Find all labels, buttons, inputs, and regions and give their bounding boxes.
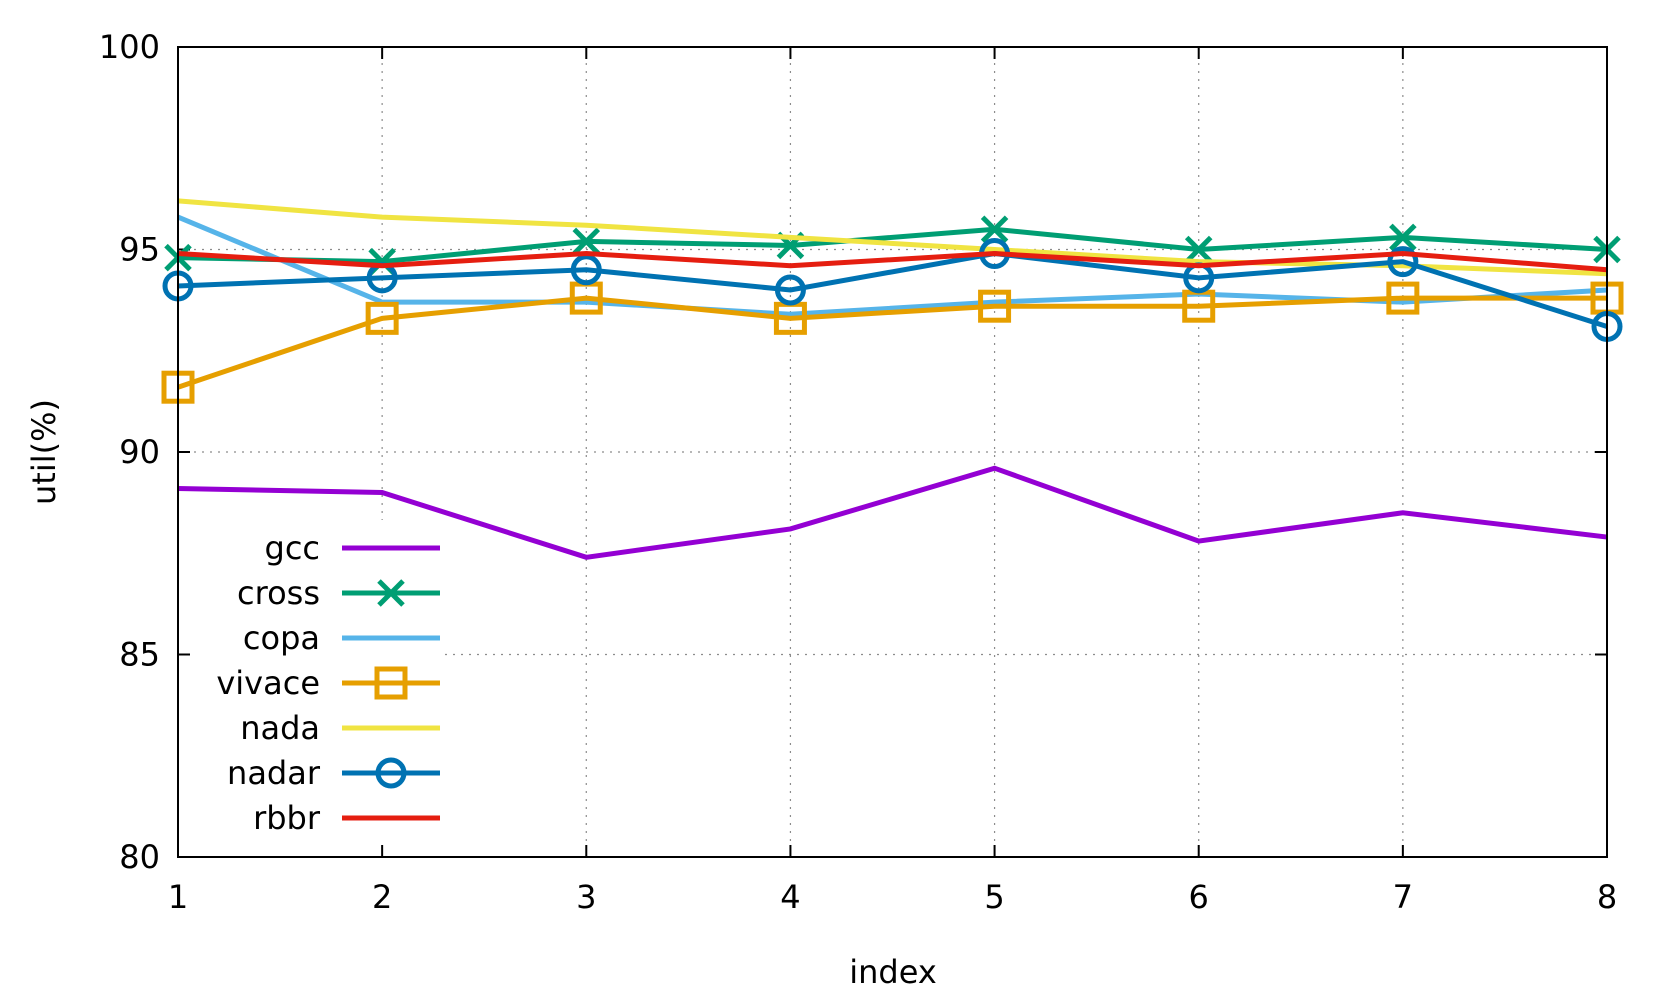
data-point-nadar bbox=[1387, 246, 1419, 278]
legend: gcc cross copa vivace nada nadar rbbr bbox=[216, 529, 440, 837]
y-axis-label: util(%) bbox=[25, 399, 63, 505]
legend-label: rbbr bbox=[253, 799, 321, 837]
x-tick-labels: 1 2 3 4 5 6 7 8 bbox=[168, 878, 1617, 916]
x-tick-label: 5 bbox=[984, 878, 1004, 916]
legend-item-nada: nada bbox=[240, 709, 440, 747]
legend-item-vivace: vivace bbox=[216, 664, 440, 702]
data-point-vivace bbox=[365, 301, 399, 335]
legend-marker bbox=[374, 666, 408, 700]
series-rbbr bbox=[177, 251, 1608, 273]
y-tick-label: 100 bbox=[99, 28, 160, 66]
data-point-vivace bbox=[978, 289, 1012, 323]
x-tick-label: 7 bbox=[1393, 878, 1413, 916]
legend-label: gcc bbox=[265, 529, 321, 567]
plot-frame bbox=[177, 46, 1608, 858]
y-tick-label: 85 bbox=[119, 636, 160, 674]
series-line-vivace bbox=[177, 295, 1607, 390]
legend-marker bbox=[375, 757, 407, 789]
y-tick-labels: 80 85 90 95 100 bbox=[99, 28, 160, 876]
legend-label: copa bbox=[243, 619, 320, 657]
series-line-nadar bbox=[177, 251, 1608, 329]
series-line-cross bbox=[177, 226, 1608, 265]
x-tick-label: 1 bbox=[168, 878, 188, 916]
x-tick-label: 8 bbox=[1597, 878, 1617, 916]
x-tick-label: 4 bbox=[780, 878, 800, 916]
x-tick-label: 6 bbox=[1189, 878, 1209, 916]
legend-item-nadar: nadar bbox=[227, 754, 440, 792]
grid-lines bbox=[178, 47, 1607, 857]
data-point-cross bbox=[1389, 223, 1417, 252]
legend-label: cross bbox=[237, 574, 320, 612]
legend-label: nadar bbox=[227, 754, 321, 792]
data-point-nadar bbox=[570, 254, 602, 286]
x-tick-label: 3 bbox=[576, 878, 596, 916]
series-line-gcc bbox=[177, 465, 1608, 560]
data-point-nadar bbox=[774, 274, 806, 306]
legend-item-cross: cross bbox=[237, 574, 440, 612]
plot-series bbox=[161, 198, 1624, 560]
data-point-cross bbox=[980, 215, 1009, 244]
legend-item-rbbr: rbbr bbox=[253, 799, 440, 837]
legend-label: nada bbox=[240, 709, 320, 747]
data-point-vivace bbox=[1386, 281, 1420, 315]
series-line-rbbr bbox=[177, 251, 1608, 273]
x-tick-label: 2 bbox=[372, 878, 392, 916]
series-gcc bbox=[177, 465, 1608, 560]
legend-label: vivace bbox=[216, 664, 320, 702]
legend-item-gcc: gcc bbox=[265, 529, 440, 567]
legend-marker bbox=[377, 579, 405, 607]
y-tick-label: 90 bbox=[119, 433, 160, 471]
axis-ticks bbox=[177, 46, 1608, 858]
y-tick-label: 95 bbox=[119, 231, 160, 269]
x-axis-label: index bbox=[849, 953, 937, 991]
legend-item-copa: copa bbox=[243, 619, 440, 657]
data-point-cross bbox=[572, 227, 601, 256]
y-tick-label: 80 bbox=[119, 838, 160, 876]
data-point-cross bbox=[1184, 235, 1213, 264]
